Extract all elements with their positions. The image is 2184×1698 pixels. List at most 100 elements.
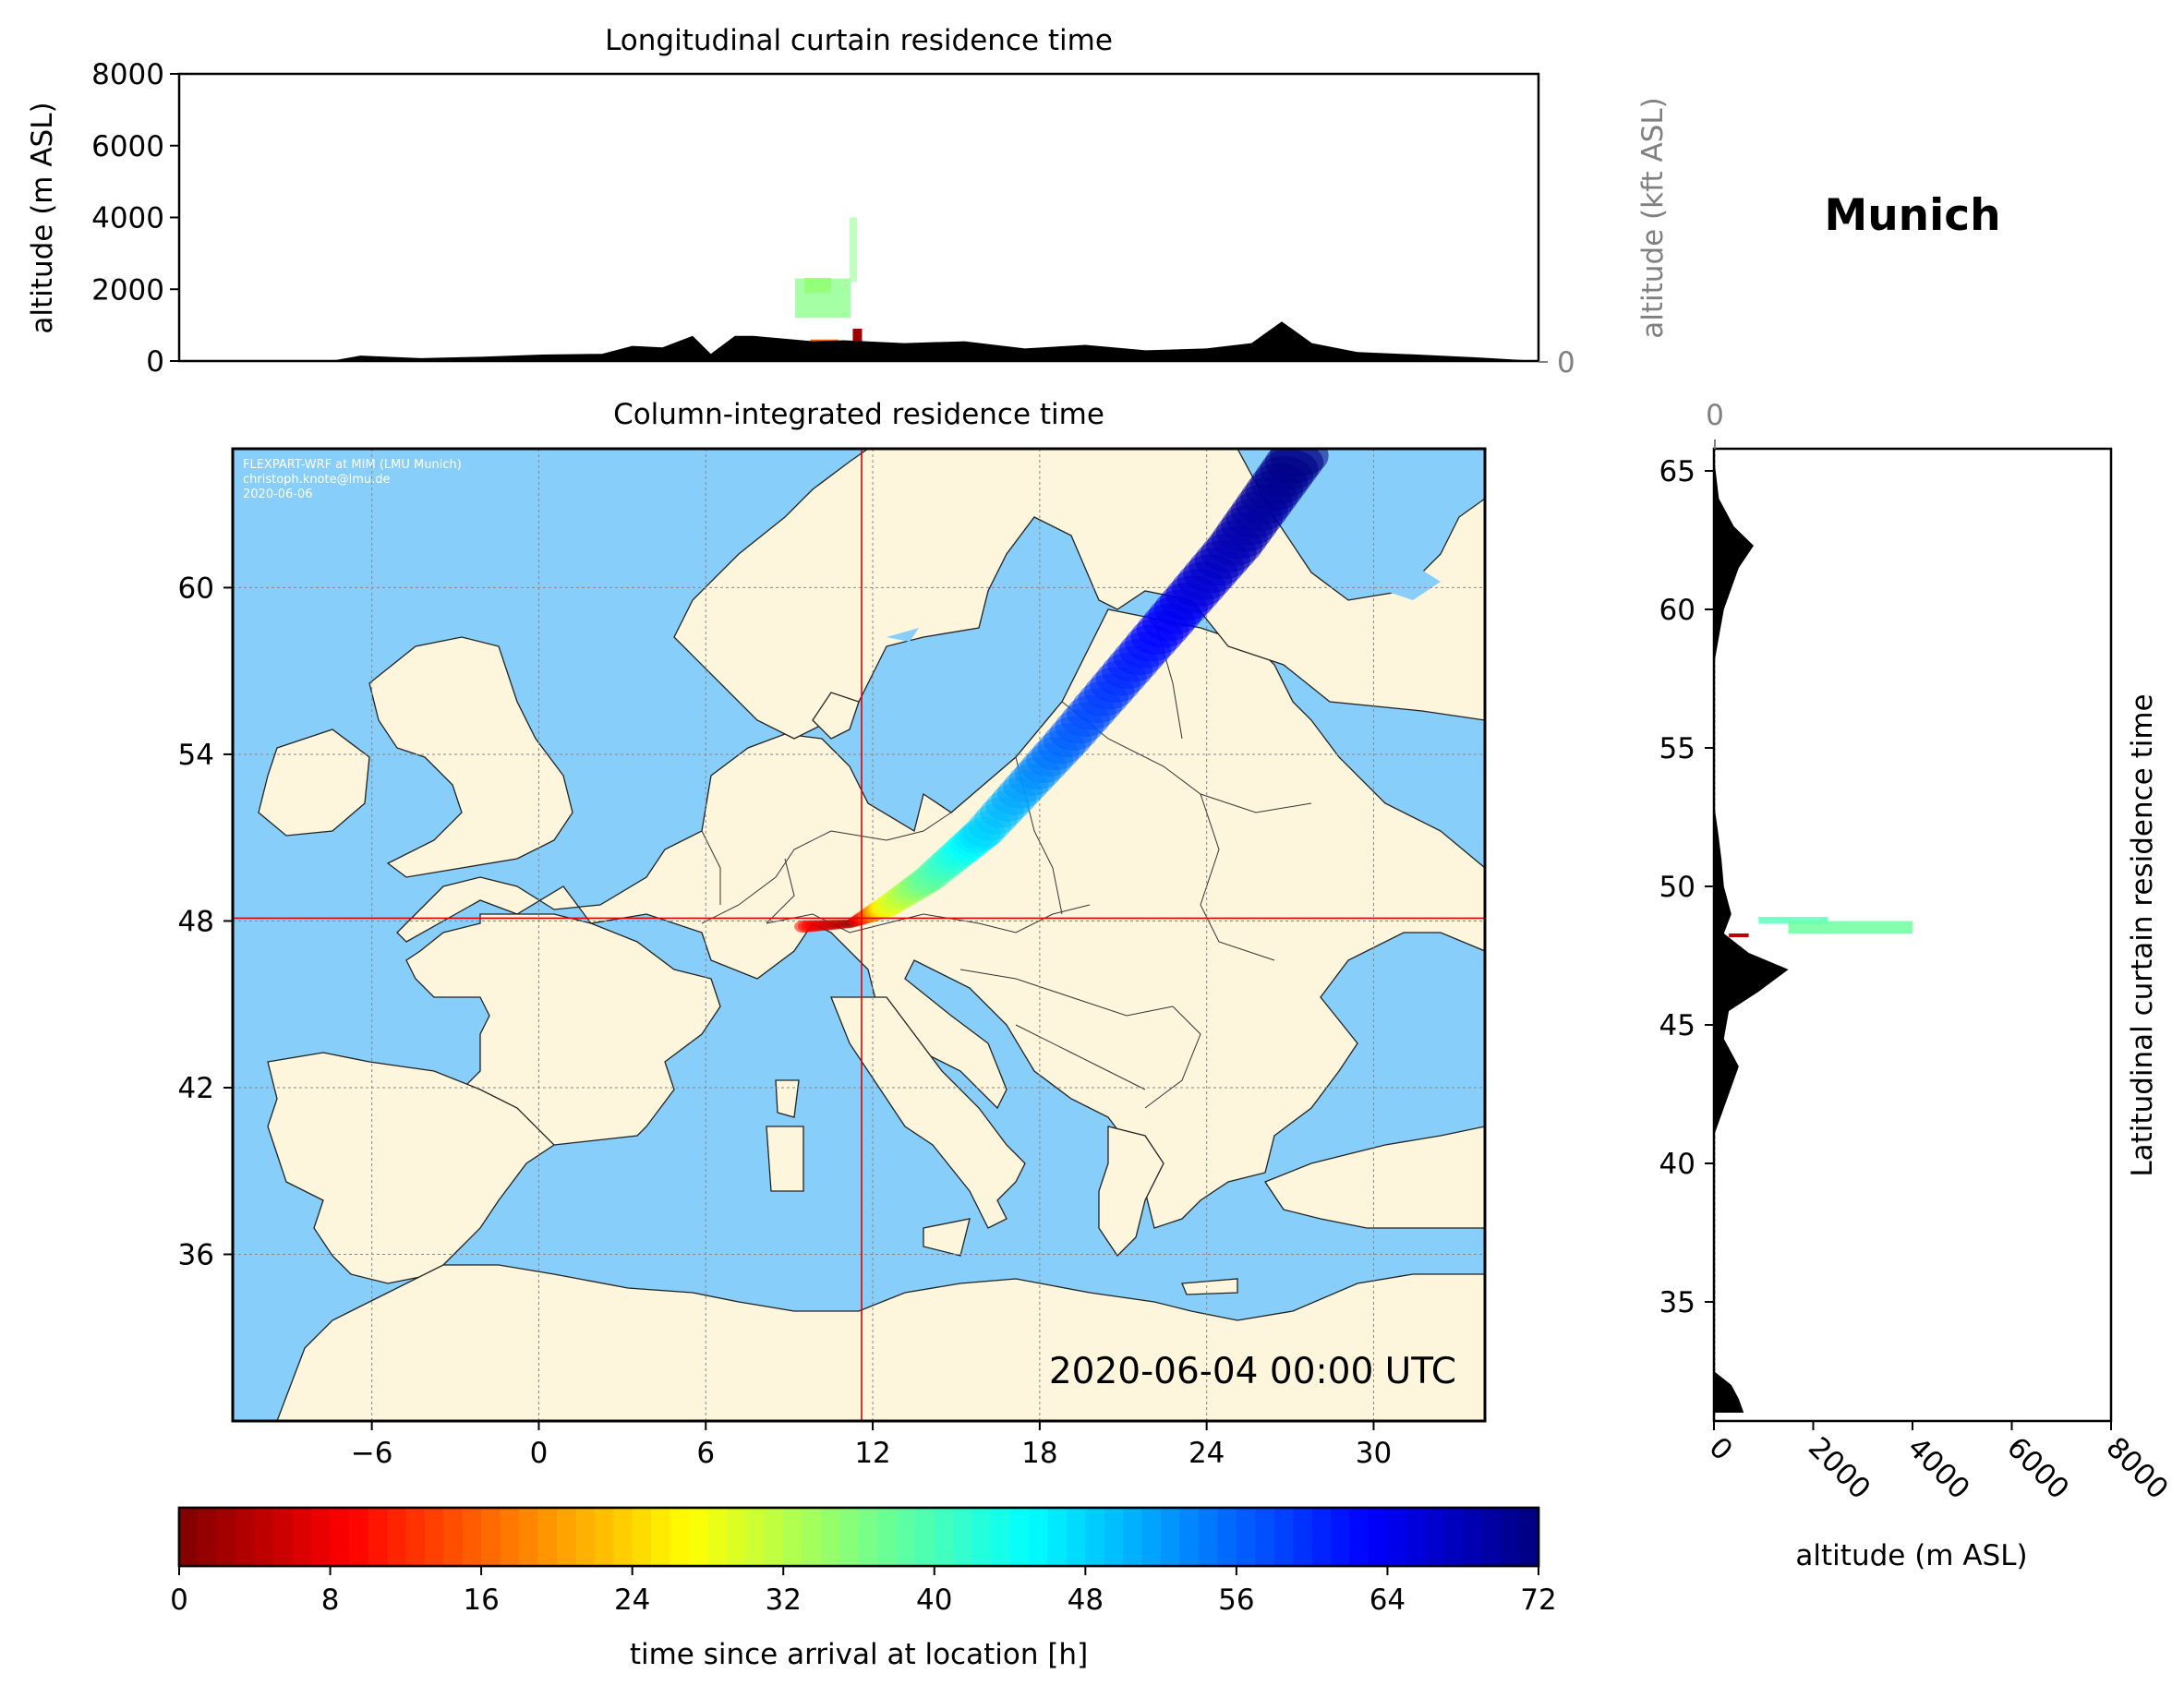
- colorbar-band: [179, 1508, 199, 1566]
- colorbar-band: [537, 1508, 558, 1566]
- latitudinal-plume-arrival: [1729, 933, 1749, 937]
- latitudinal-ytick-label: 35: [1659, 1286, 1695, 1319]
- colorbar-band: [726, 1508, 746, 1566]
- colorbar-tick-label: 48: [1068, 1584, 1104, 1617]
- colorbar-band: [330, 1508, 350, 1566]
- latitudinal-ytick-label: 60: [1659, 594, 1695, 627]
- land-italy: [830, 996, 1026, 1229]
- longitudinal-curtain-title: Longitudinal curtain residence time: [605, 24, 1113, 57]
- colorbar-band: [971, 1508, 992, 1566]
- longitudinal-ytick-label: 6000: [91, 130, 164, 163]
- longitudinal-plume-arrival: [852, 329, 863, 346]
- latitudinal-ytick-label: 50: [1659, 871, 1695, 904]
- colorbar-band: [1501, 1508, 1521, 1566]
- colorbar-band: [1349, 1508, 1370, 1566]
- colorbar-band: [594, 1508, 614, 1566]
- longitudinal-ylabel-right: altitude (kft ASL): [1636, 97, 1670, 338]
- colorbar-band: [1141, 1508, 1162, 1566]
- colorbar-tick-label: 32: [765, 1584, 801, 1617]
- colorbar-band: [1519, 1508, 1539, 1566]
- colorbar-band: [292, 1508, 312, 1566]
- colorbar-tick-label: 24: [614, 1584, 650, 1617]
- map-area: FLEXPART-WRF at MIM (LMU Munich) christo…: [233, 449, 1485, 1421]
- credit-line-2: christoph.knote@lmu.de: [243, 473, 391, 487]
- land-scandinavia: [673, 449, 1485, 740]
- colorbar-ticks: 0 8 16 24 32 40 48 56 64 72: [170, 1566, 1557, 1617]
- colorbar-band: [575, 1508, 596, 1566]
- longitudinal-ylabel: altitude (m ASL): [26, 102, 59, 333]
- longitudinal-y-ticks-right: 050100: [1538, 346, 1575, 379]
- colorbar-tick-label: 16: [463, 1584, 499, 1617]
- land-sardinia: [766, 1126, 804, 1192]
- colorbar-band: [915, 1508, 935, 1566]
- colorbar-band: [235, 1508, 256, 1566]
- land-ireland: [258, 729, 370, 837]
- colorbar-band: [764, 1508, 784, 1566]
- latitudinal-xtick-label: 6000: [2000, 1431, 2075, 1506]
- colorbar-band: [670, 1508, 690, 1566]
- colorbar-band: [877, 1508, 898, 1566]
- map-y-ticks: 36 42 48 54 60: [178, 572, 233, 1271]
- colorbar-band: [1331, 1508, 1351, 1566]
- colorbar-band: [651, 1508, 671, 1566]
- map-ytick-label: 48: [178, 905, 214, 938]
- release-crosshair: [233, 449, 1485, 1421]
- colorbar-band: [481, 1508, 501, 1566]
- lake-vanern: [887, 628, 919, 642]
- land-africa: [276, 1264, 1485, 1421]
- latitudinal-ytick-label: 65: [1659, 455, 1695, 488]
- land-turkey: [1264, 1126, 1485, 1229]
- map-xtick-label: 18: [1021, 1437, 1057, 1470]
- longitudinal-ytick-label: 8000: [91, 58, 164, 91]
- map-xtick-label: −6: [351, 1437, 393, 1470]
- longitudinal-plot-area: [179, 217, 1538, 361]
- colorbar-band: [519, 1508, 539, 1566]
- colorbar-band: [991, 1508, 1011, 1566]
- colorbar-band: [198, 1508, 218, 1566]
- colorbar-band: [1009, 1508, 1030, 1566]
- latitudinal-plot-area: [1714, 449, 1913, 1421]
- colorbar-band: [1085, 1508, 1105, 1566]
- longitudinal-terrain: [179, 321, 1538, 361]
- colorbar-label: time since arrival at location [h]: [630, 1638, 1088, 1671]
- colorbar-band: [443, 1508, 464, 1566]
- map-xtick-label: 12: [854, 1437, 890, 1470]
- colorbar-band: [500, 1508, 520, 1566]
- colorbar-band: [349, 1508, 369, 1566]
- land-denmark: [812, 692, 860, 740]
- credit-line-3: 2020-06-06: [243, 488, 313, 501]
- colorbar-band: [1066, 1508, 1086, 1566]
- map-ytick-label: 60: [178, 572, 214, 605]
- map-ytick-label: 42: [178, 1072, 214, 1105]
- colorbar-band: [1311, 1508, 1332, 1566]
- colorbar-band: [1123, 1508, 1143, 1566]
- colorbar-band: [1236, 1508, 1256, 1566]
- colorbar-tick-label: 0: [170, 1584, 188, 1617]
- column-integrated-title: Column-integrated residence time: [613, 398, 1104, 431]
- colorbar-tick-label: 40: [916, 1584, 952, 1617]
- map-xtick-label: 30: [1356, 1437, 1392, 1470]
- latitudinal-xlabel: altitude (m ASL): [1795, 1539, 2027, 1572]
- longitudinal-plume-column: [850, 217, 857, 283]
- colorbar-tick-label: 72: [1520, 1584, 1556, 1617]
- latitudinal-xtick-top-label: 0: [1706, 399, 1724, 432]
- colorbar-tick-label: 64: [1370, 1584, 1406, 1617]
- location-title: Munich: [1824, 190, 2000, 241]
- map-xtick-label: 24: [1189, 1437, 1225, 1470]
- longitudinal-y-ticks: 0 2000 4000 6000 8000: [91, 58, 179, 379]
- colorbar-band: [953, 1508, 973, 1566]
- land-crete: [1181, 1278, 1238, 1295]
- colorbar-band: [934, 1508, 954, 1566]
- colorbar-band: [802, 1508, 822, 1566]
- colorbar-band: [1029, 1508, 1049, 1566]
- land-corsica: [775, 1079, 800, 1118]
- credit-line-1: FLEXPART-WRF at MIM (LMU Munich): [243, 458, 462, 472]
- colorbar-tick-label: 8: [321, 1584, 340, 1617]
- colorbar-band: [1387, 1508, 1407, 1566]
- latitudinal-plume-upper: [1758, 917, 1828, 924]
- colorbar-band: [839, 1508, 860, 1566]
- colorbar-band: [613, 1508, 633, 1566]
- land-uk: [368, 636, 573, 878]
- timestamp-label: 2020-06-04 00:00 UTC: [1049, 1351, 1456, 1392]
